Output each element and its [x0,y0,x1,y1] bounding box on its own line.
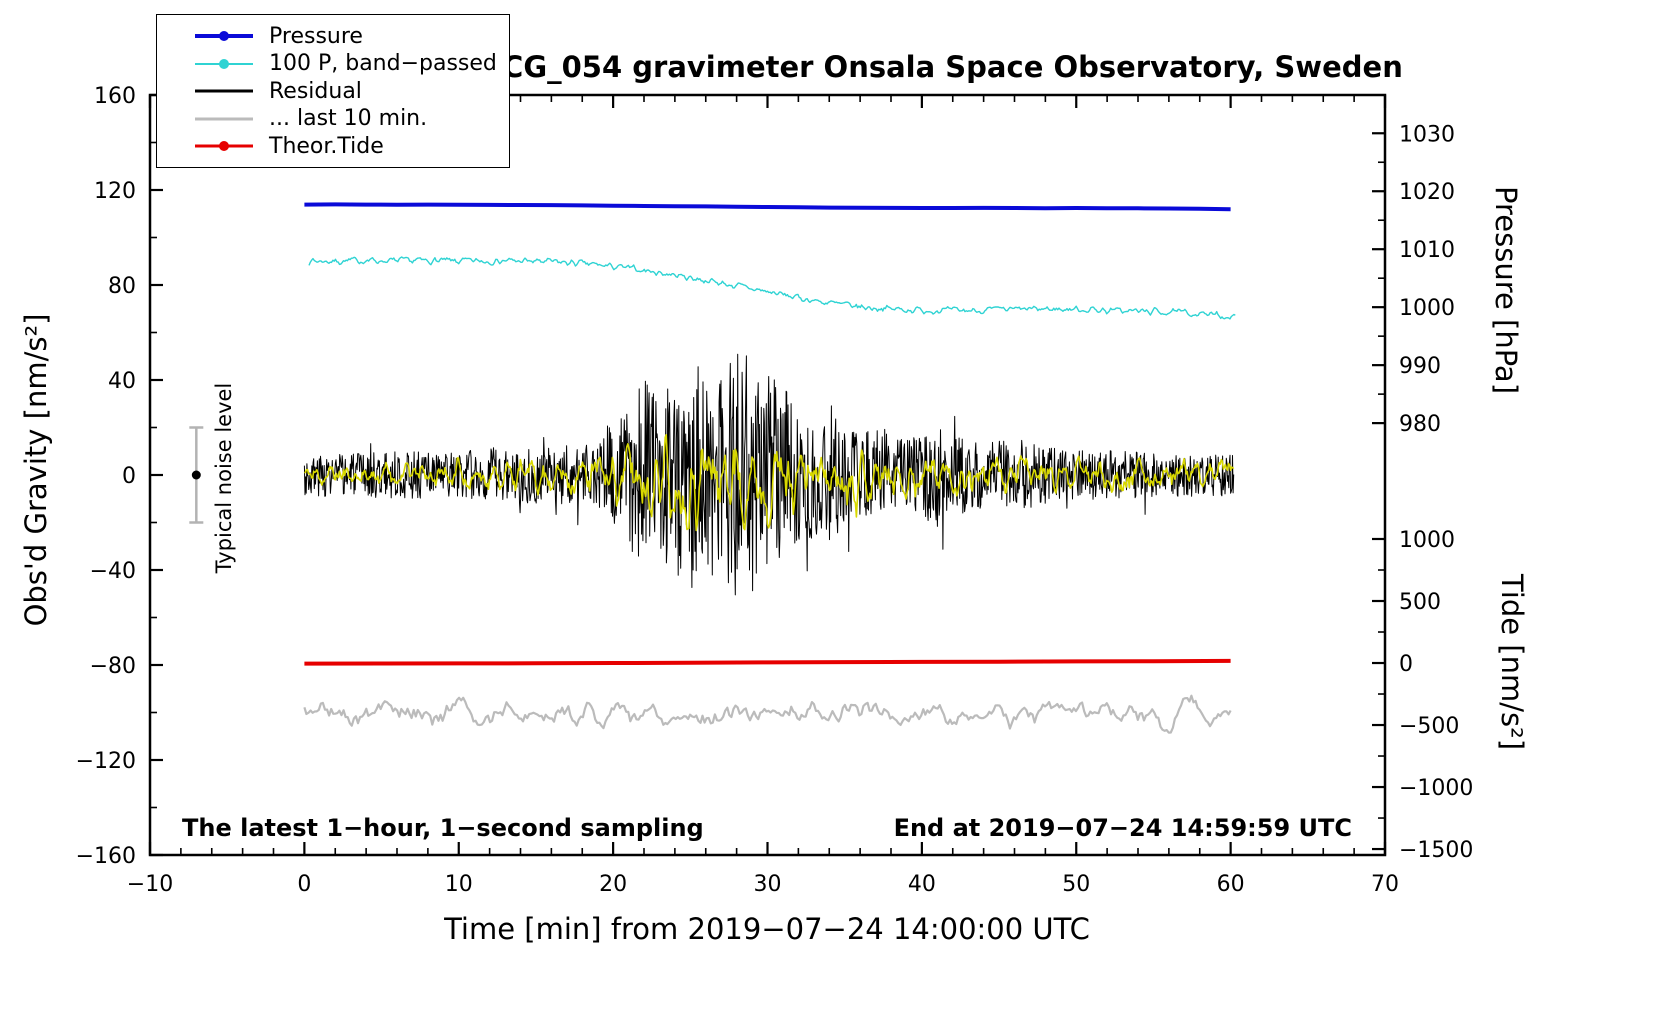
series-theoretical-tide [304,658,1231,666]
tick-label: 980 [1399,412,1441,437]
legend-label: Residual [269,78,362,104]
last-10-min-line-marker-icon [195,114,253,124]
sampling-note: The latest 1−hour, 1−second sampling [182,814,704,842]
tick-label: −10 [127,872,173,897]
tick-label: 80 [108,274,136,299]
legend-label: 100 P, band−passed [269,51,497,76]
tick-label: 40 [908,872,936,897]
tick-label: −120 [76,749,136,774]
tick-label: −80 [90,654,136,679]
x-axis-label: Time [min] from 2019−07−24 14:00:00 UTC [444,912,1090,946]
tick-label: 10 [445,872,473,897]
theor-tide-line-marker-icon [195,141,253,151]
bandpassed-line-marker-icon [195,58,253,69]
tick-label: 0 [1399,652,1413,677]
series-pressure-bandpassed [308,256,1236,320]
tick-label: 1020 [1399,180,1455,205]
tick-label: 70 [1371,872,1399,897]
pressure-line-marker-icon [195,31,253,41]
tick-label: −160 [76,844,136,869]
tick-label: 990 [1399,354,1441,379]
tick-label: 0 [122,464,136,489]
tick-label: 60 [1217,872,1245,897]
legend-label: Theor.Tide [269,133,384,159]
tick-label: −500 [1399,714,1459,739]
tick-label: 50 [1062,872,1090,897]
tick-label: 0 [297,872,311,897]
tick-label: −1000 [1399,776,1473,801]
tick-label: 1000 [1399,528,1455,553]
tick-label: 20 [599,872,627,897]
tick-label: −1500 [1399,838,1473,863]
legend-label: ... last 10 min. [269,106,428,131]
legend-item-last-10-min: ... last 10 min. [195,106,509,132]
tick-label: 160 [94,84,136,109]
tick-label: 500 [1399,590,1441,615]
legend-item-pressure: Pressure [195,23,509,49]
legend-label: Pressure [269,23,363,49]
residual-line-marker-icon [195,86,253,96]
series-residual-bandpassed [304,434,1235,532]
chart-title: SCG_054 gravimeter Onsala Space Observat… [481,50,1403,84]
end-time-note: End at 2019−07−24 14:59:59 UTC [893,814,1352,842]
tide-axis-label: Tide [nm/s²] [1495,573,1529,751]
legend-item-bandpassed: 100 P, band−passed [195,51,509,77]
tick-label: 1010 [1399,238,1455,263]
tick-label: 40 [108,369,136,394]
series-residual-last-10-min [303,694,1232,734]
tick-label: 30 [754,872,782,897]
series-pressure [304,202,1231,212]
pressure-axis-label: Pressure [hPa] [1489,185,1523,395]
noise-level-dot [191,470,201,480]
tick-label: 120 [94,179,136,204]
gravity-axis-label: Obs'd Gravity [nm/s²] [19,313,53,627]
tick-label: 1000 [1399,296,1455,321]
legend-item-theor-tide: Theor.Tide [195,133,509,159]
tick-label: −40 [90,559,136,584]
tick-label: 1030 [1399,122,1455,147]
noise-level-label: Typical noise level [212,382,236,574]
legend: Pressure 100 P, band−passed Residual ...… [156,14,510,168]
legend-item-residual: Residual [195,78,509,104]
